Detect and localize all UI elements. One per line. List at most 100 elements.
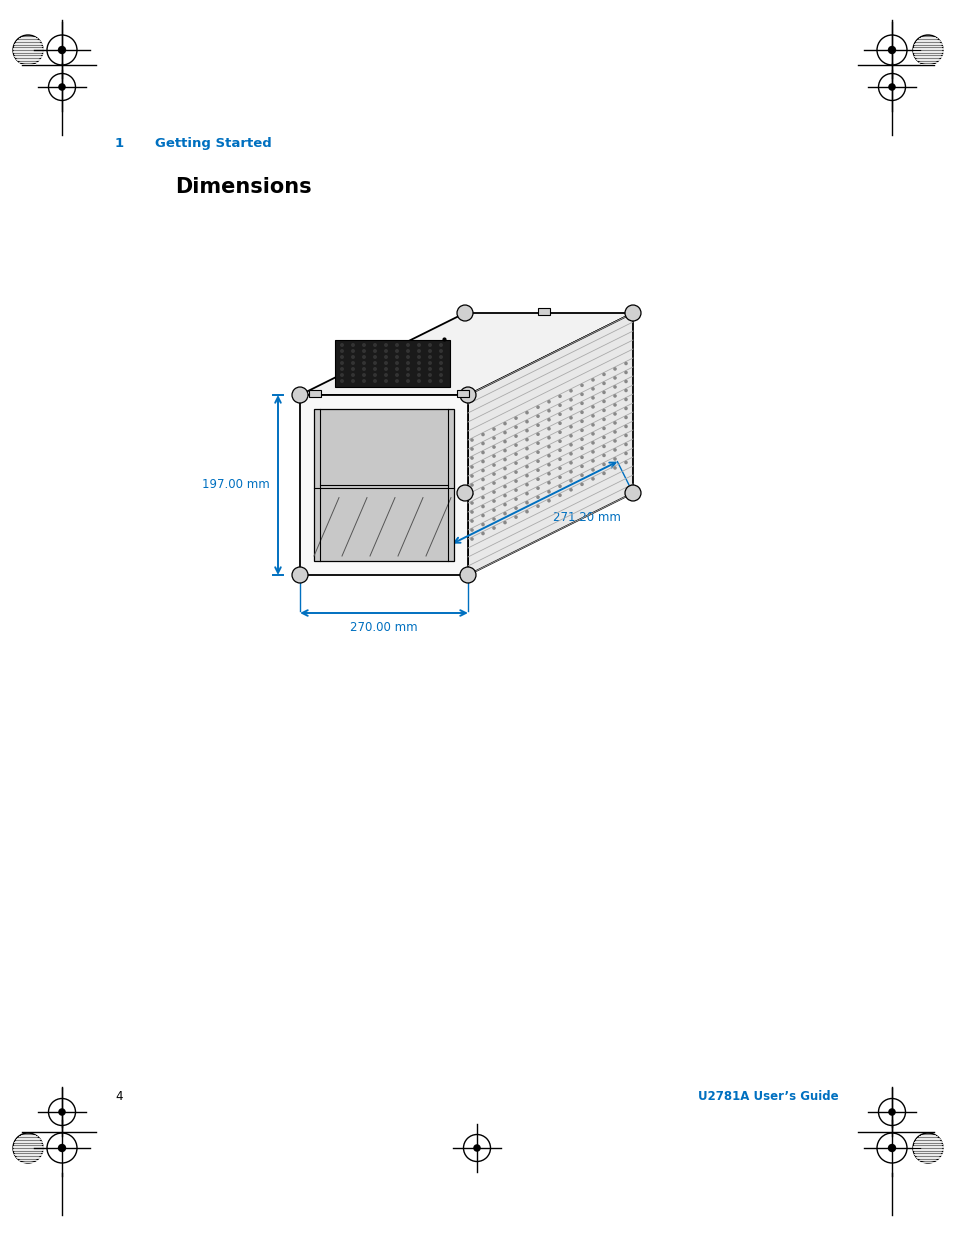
Circle shape [292,387,308,403]
Circle shape [536,495,539,499]
Circle shape [58,46,66,54]
Polygon shape [335,340,450,387]
Circle shape [492,482,496,485]
Circle shape [579,483,583,487]
Circle shape [438,354,442,359]
Circle shape [623,406,627,410]
Circle shape [569,488,572,492]
Circle shape [547,463,550,467]
Text: 271.20 mm: 271.20 mm [553,510,620,524]
Circle shape [470,483,474,487]
Circle shape [514,416,517,420]
Circle shape [361,361,366,366]
Circle shape [579,456,583,459]
Circle shape [456,305,473,321]
Circle shape [339,367,344,370]
Circle shape [502,511,506,515]
Circle shape [502,440,506,443]
Circle shape [339,354,344,359]
Circle shape [613,394,617,398]
Circle shape [536,487,539,490]
Circle shape [406,343,410,347]
Circle shape [384,367,388,370]
Circle shape [536,478,539,480]
Circle shape [384,350,388,353]
Circle shape [547,400,550,404]
Circle shape [492,490,496,494]
Circle shape [536,432,539,436]
Circle shape [525,483,528,487]
Bar [309,390,320,396]
Circle shape [470,438,474,442]
Circle shape [492,454,496,458]
Circle shape [470,456,474,459]
Circle shape [514,506,517,510]
Circle shape [569,433,572,437]
Circle shape [623,370,627,374]
Circle shape [591,414,594,417]
Circle shape [623,389,627,393]
Circle shape [502,467,506,471]
Circle shape [613,448,617,452]
Circle shape [579,420,583,424]
Circle shape [623,461,627,464]
Circle shape [579,473,583,477]
Circle shape [579,437,583,441]
Circle shape [613,430,617,433]
Circle shape [525,447,528,451]
Circle shape [351,361,355,366]
Circle shape [406,350,410,353]
Circle shape [438,350,442,353]
Circle shape [514,462,517,464]
Polygon shape [314,409,454,561]
Circle shape [601,445,605,448]
Circle shape [351,354,355,359]
Circle shape [470,466,474,469]
Circle shape [525,411,528,415]
Circle shape [373,361,376,366]
Circle shape [623,398,627,401]
Circle shape [569,416,572,420]
Text: U2781A User’s Guide: U2781A User’s Guide [698,1091,838,1103]
Circle shape [395,361,398,366]
Circle shape [569,471,572,473]
Circle shape [536,405,539,409]
Circle shape [579,447,583,450]
Circle shape [428,361,432,366]
Bar [537,308,550,315]
Circle shape [536,451,539,454]
Circle shape [395,354,398,359]
Circle shape [591,432,594,436]
Circle shape [613,457,617,461]
Circle shape [591,424,594,426]
Circle shape [480,459,484,463]
Circle shape [569,408,572,410]
Circle shape [601,417,605,421]
Circle shape [492,517,496,521]
Circle shape [406,367,410,370]
Circle shape [339,361,344,366]
Circle shape [373,367,376,370]
Circle shape [525,492,528,495]
Circle shape [525,510,528,514]
Polygon shape [468,312,633,576]
Circle shape [601,436,605,440]
Circle shape [579,384,583,387]
Circle shape [623,379,627,383]
Circle shape [480,469,484,472]
Circle shape [406,361,410,366]
Circle shape [373,350,376,353]
Circle shape [558,448,561,452]
Circle shape [361,373,366,377]
Circle shape [395,373,398,377]
Circle shape [428,373,432,377]
Circle shape [502,485,506,488]
Circle shape [339,343,344,347]
Circle shape [480,522,484,526]
Circle shape [591,405,594,409]
Circle shape [13,1132,43,1163]
Circle shape [480,442,484,446]
Circle shape [470,537,474,541]
Circle shape [525,420,528,424]
Circle shape [579,393,583,396]
